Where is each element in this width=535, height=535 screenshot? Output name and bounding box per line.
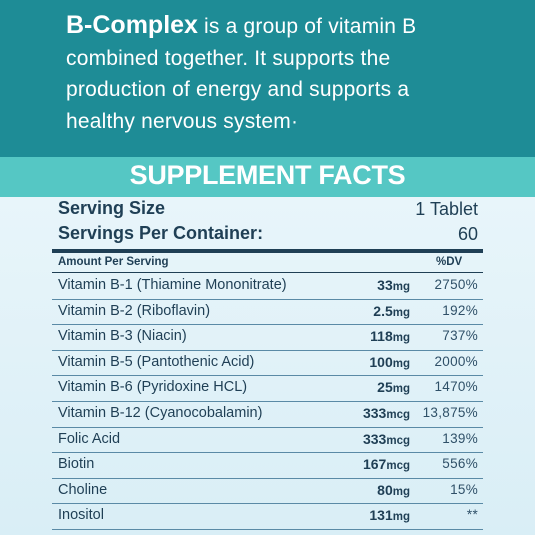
- nutrient-dv: 13,875%: [422, 405, 478, 420]
- intro-line-1: is a group of vitamin B: [197, 15, 417, 38]
- intro-line-2: combined together. It supports the: [66, 46, 391, 70]
- header-divider: [52, 272, 483, 273]
- dv-header: %DV: [436, 256, 463, 268]
- intro-line-4: healthy nervous system·: [66, 109, 299, 133]
- intro-line-3: production of energy and supports a: [66, 78, 410, 101]
- nutrient-row: Folic Acid 333mcg 139%: [52, 427, 483, 454]
- nutrient-amount: 131mg: [369, 507, 410, 523]
- nutrient-name: Vitamin B-5 (Pantothenic Acid): [58, 353, 255, 370]
- amount-value: 118: [370, 328, 393, 345]
- nutrient-row: Choline 80mg 15%: [52, 478, 483, 505]
- servings-per-container-value: 60: [457, 224, 478, 244]
- amount-unit: mg: [392, 281, 410, 293]
- amount-value: 333: [362, 405, 387, 421]
- nutrient-dv: 1470%: [434, 379, 478, 395]
- nutrient-row: Vitamin B-3 (Niacin) 118mg 737%: [52, 324, 483, 351]
- amount-value: 131: [369, 507, 393, 524]
- nutrient-amount: 2.5mg: [373, 303, 410, 319]
- nutrient-name: Vitamin B-1 (Thiamine Mononitrate): [58, 277, 287, 293]
- nutrient-name: Inositol: [58, 507, 104, 524]
- nutrient-row: Vitamin B-6 (Pyridoxine HCL) 25mg 1470%: [52, 375, 483, 402]
- nutrient-row: Inositol 131mg **: [52, 503, 483, 530]
- nutrient-dv: 556%: [442, 456, 478, 472]
- nutrient-dv: 15%: [450, 481, 478, 497]
- nutrient-dv: 2750%: [434, 277, 478, 292]
- nutrient-name: Vitamin B-6 (Pyridoxine HCL): [58, 379, 248, 396]
- amount-value: 33: [377, 277, 393, 293]
- nutrient-name: Vitamin B-2 (Riboflavin): [58, 302, 211, 319]
- amount-value: 2.5: [373, 302, 393, 319]
- nutrient-amount: 333mcg: [363, 405, 410, 421]
- amount-per-serving-header: Amount Per Serving: [58, 256, 169, 268]
- serving-size-label: Serving Size: [58, 198, 166, 218]
- nutrient-dv: 737%: [442, 328, 478, 344]
- nutrient-name: Choline: [58, 481, 108, 498]
- amount-unit: mg: [392, 511, 410, 524]
- amount-unit: mcg: [386, 409, 410, 421]
- intro-section: B-Complex is a group of vitamin B combin…: [0, 0, 535, 157]
- intro-text: B-Complex is a group of vitamin B combin…: [66, 10, 506, 137]
- amount-unit: mg: [392, 332, 410, 345]
- nutrient-name: Vitamin B-3 (Niacin): [58, 328, 187, 345]
- nutrient-amount: 167mcg: [363, 456, 410, 472]
- amount-unit: mg: [392, 485, 410, 498]
- amount-value: 333: [362, 430, 387, 447]
- nutrient-dv: **: [466, 507, 478, 523]
- nutrient-name: Biotin: [58, 456, 95, 473]
- supplement-facts-heading: SUPPLEMENT FACTS: [129, 160, 406, 190]
- nutrient-amount: 25mg: [377, 379, 410, 395]
- nutrient-dv: 139%: [442, 430, 478, 446]
- nutrient-amount: 118mg: [370, 328, 410, 344]
- thick-divider: [52, 249, 483, 253]
- nutrient-row: Vitamin B-2 (Riboflavin) 2.5mg 192%: [52, 299, 483, 326]
- servings-per-container-label: Servings Per Container:: [58, 223, 264, 243]
- nutrient-amount: 33mg: [377, 277, 410, 293]
- nutrient-dv: 192%: [442, 302, 478, 318]
- nutrient-row: Vitamin B-1 (Thiamine Mononitrate) 33mg 27…: [52, 273, 483, 300]
- amount-unit: mg: [392, 383, 410, 396]
- supplement-facts-band: SUPPLEMENT FACTS: [0, 157, 535, 197]
- nutrient-row: Vitamin B-12 (Cyanocobalamin) 333mcg 13,87…: [52, 401, 483, 428]
- nutrient-amount: 333mcg: [363, 431, 410, 447]
- nutrient-row: Biotin 167mcg 556%: [52, 452, 483, 479]
- amount-unit: mg: [392, 306, 410, 319]
- amount-value: 100: [369, 353, 393, 370]
- amount-value: 25: [377, 379, 393, 396]
- amount-unit: mcg: [386, 460, 410, 473]
- amount-unit: mcg: [386, 434, 410, 447]
- nutrient-row: Vitamin B-5 (Pantothenic Acid) 100mg 2000%: [52, 350, 483, 377]
- nutrient-amount: 100mg: [369, 354, 410, 370]
- product-name: B-Complex: [66, 11, 198, 39]
- nutrient-dv: 2000%: [434, 353, 478, 369]
- serving-size-value: 1 Tablet: [415, 199, 478, 219]
- nutrient-amount: 80mg: [377, 482, 410, 498]
- amount-unit: mg: [392, 357, 410, 370]
- amount-value: 167: [362, 456, 387, 473]
- amount-value: 80: [377, 481, 393, 498]
- nutrient-name: Folic Acid: [58, 430, 121, 447]
- nutrient-name: Vitamin B-12 (Cyanocobalamin): [58, 405, 263, 421]
